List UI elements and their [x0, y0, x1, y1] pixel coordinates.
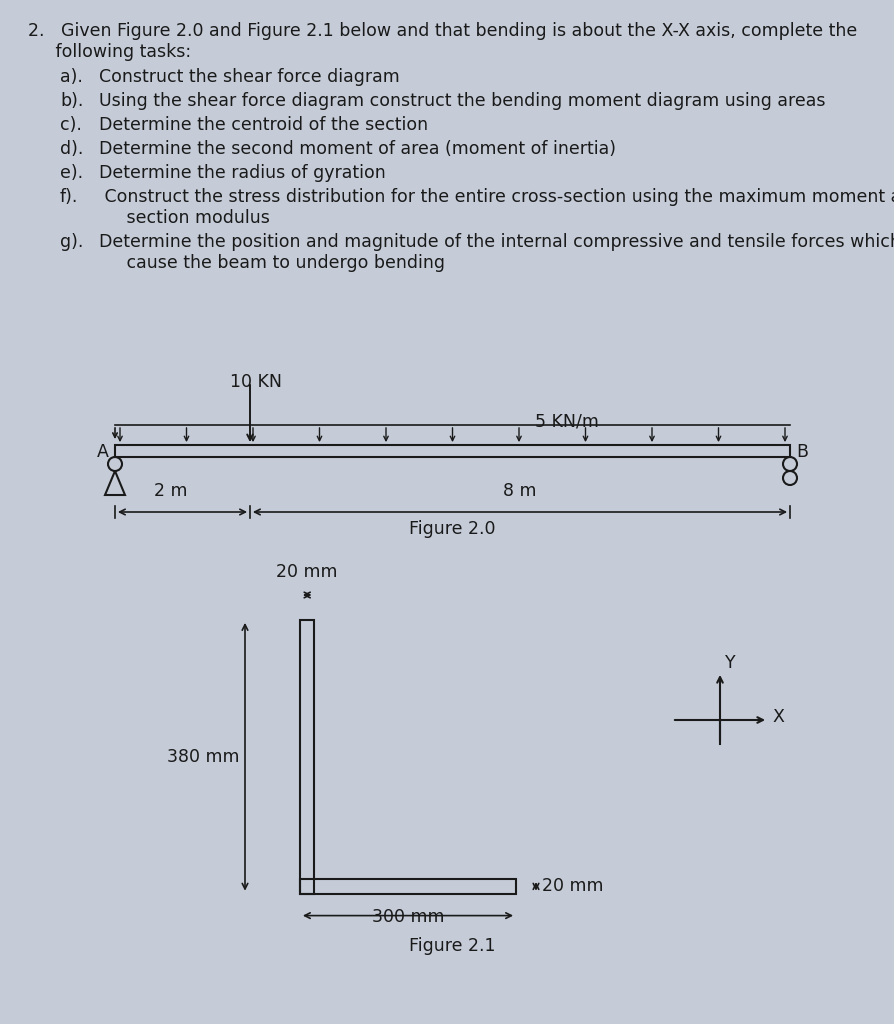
- Text: Using the shear force diagram construct the bending moment diagram using areas: Using the shear force diagram construct …: [88, 92, 824, 110]
- Text: 2.   Given Figure 2.0 and Figure 2.1 below and that bending is about the X-X axi: 2. Given Figure 2.0 and Figure 2.1 below…: [28, 22, 856, 40]
- Text: a).: a).: [60, 68, 83, 86]
- Text: b).: b).: [60, 92, 83, 110]
- Text: cause the beam to undergo bending: cause the beam to undergo bending: [88, 254, 444, 272]
- Text: following tasks:: following tasks:: [28, 43, 191, 61]
- Text: 2 m: 2 m: [154, 482, 187, 500]
- Text: c).: c).: [60, 116, 81, 134]
- Bar: [299, 880, 516, 894]
- Text: Construct the shear force diagram: Construct the shear force diagram: [88, 68, 400, 86]
- Text: Determine the position and magnitude of the internal compressive and tensile for: Determine the position and magnitude of …: [88, 233, 894, 251]
- Text: 20 mm: 20 mm: [542, 878, 603, 895]
- Text: 8 m: 8 m: [502, 482, 536, 500]
- Text: 5 KN/m: 5 KN/m: [535, 413, 598, 431]
- Text: 380 mm: 380 mm: [167, 748, 240, 766]
- Text: f).: f).: [60, 188, 79, 206]
- Text: Figure 2.0: Figure 2.0: [409, 520, 495, 538]
- Bar: [299, 620, 314, 894]
- Text: X: X: [772, 708, 783, 726]
- Text: B: B: [795, 443, 807, 461]
- Text: Figure 2.1: Figure 2.1: [409, 937, 495, 954]
- Text: e).: e).: [60, 164, 83, 182]
- Text: Determine the second moment of area (moment of inertia): Determine the second moment of area (mom…: [88, 140, 615, 158]
- Text: Construct the stress distribution for the entire cross-section using the maximum: Construct the stress distribution for th…: [88, 188, 894, 206]
- Text: Y: Y: [724, 654, 735, 672]
- Text: 10 KN: 10 KN: [230, 373, 282, 391]
- Text: Determine the centroid of the section: Determine the centroid of the section: [88, 116, 427, 134]
- Text: 20 mm: 20 mm: [276, 563, 338, 581]
- Text: section modulus: section modulus: [88, 209, 270, 227]
- Text: 300 mm: 300 mm: [371, 907, 443, 926]
- Text: d).: d).: [60, 140, 83, 158]
- Text: Determine the radius of gyration: Determine the radius of gyration: [88, 164, 385, 182]
- Text: g).: g).: [60, 233, 83, 251]
- Text: A: A: [97, 443, 109, 461]
- Bar: [114, 445, 789, 457]
